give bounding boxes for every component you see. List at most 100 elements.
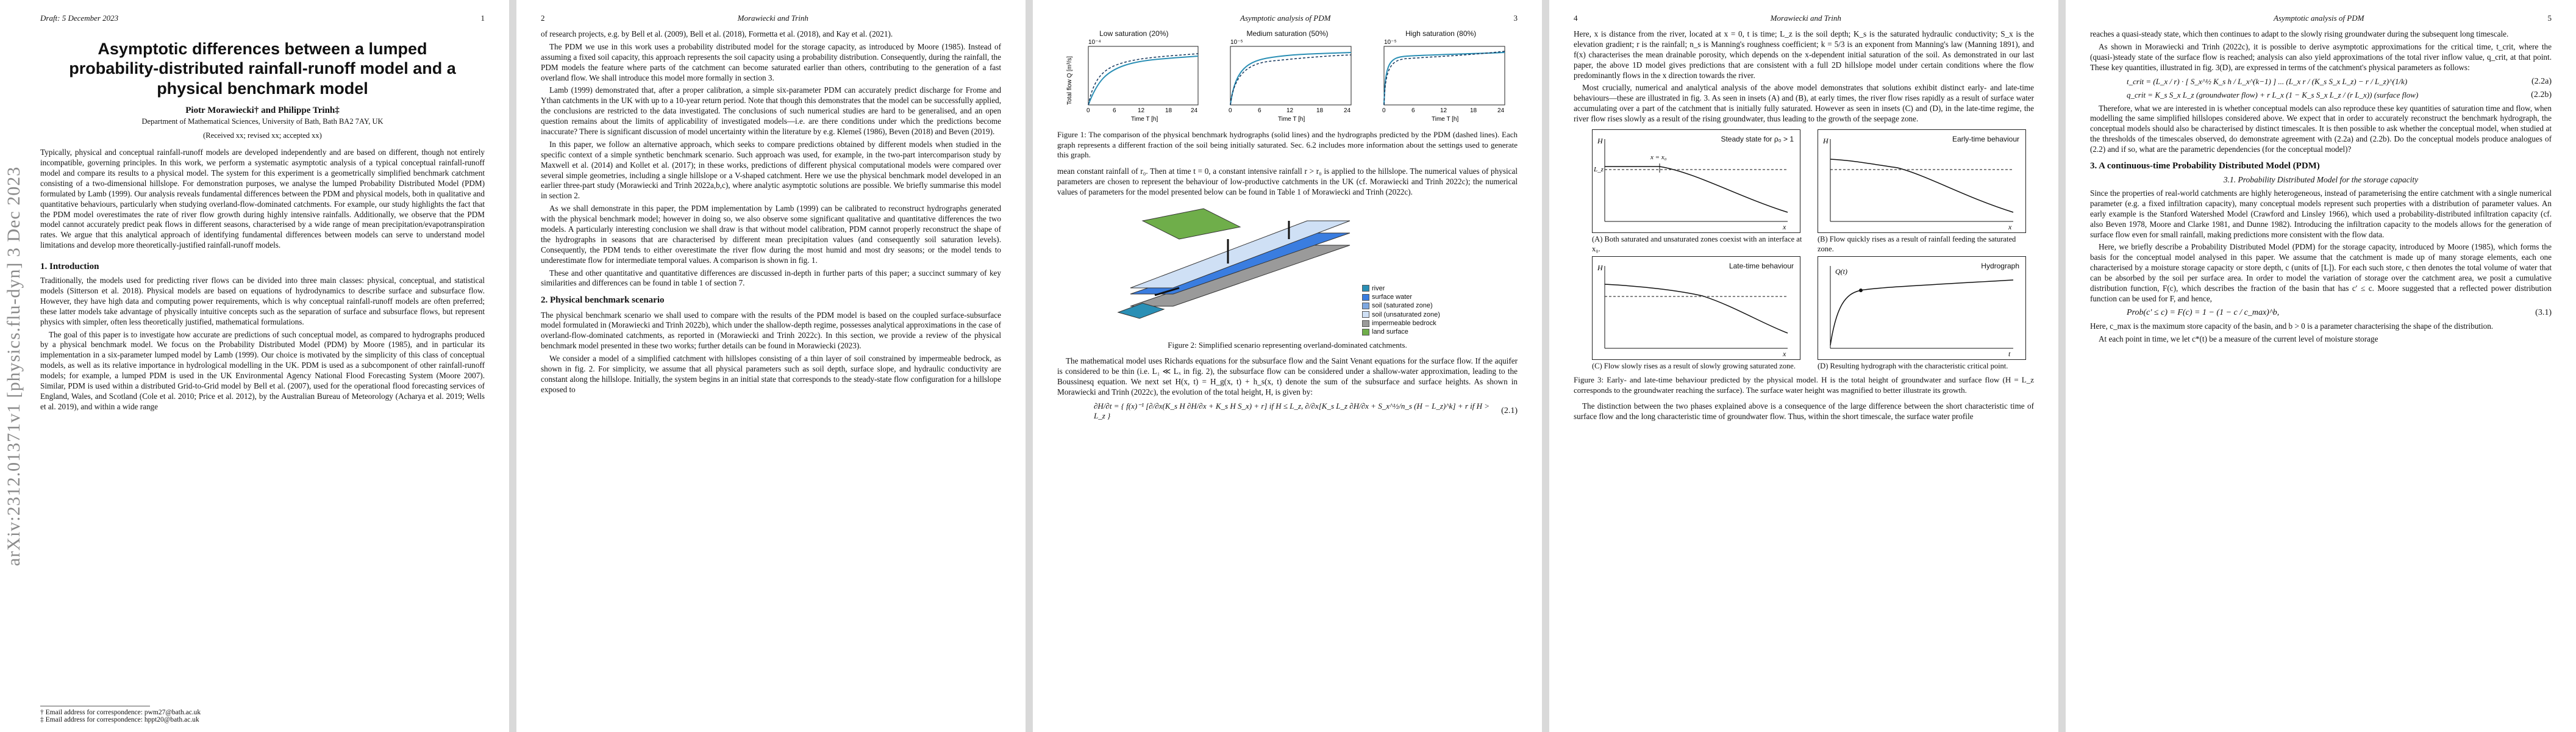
axis-label: L_z	[1593, 166, 1604, 173]
figure-3: Steady state for ρ₀ > 1 H x L_z x = x₀ (…	[1592, 129, 2034, 371]
paragraph: The physical benchmark scenario we shall…	[541, 310, 1001, 351]
equation-number: (2.2b)	[2531, 90, 2552, 99]
x-tick: 6	[1113, 107, 1116, 114]
page-number: 3	[1513, 13, 1518, 23]
x-tick: 12	[1440, 107, 1447, 114]
height-profile	[1830, 159, 2014, 213]
hydrograph-panel-medium: Medium saturation (50%) 10⁻⁵ 0 6 12 18 2…	[1217, 29, 1357, 126]
panel-caption: (C) Flow slowly rises as a result of slo…	[1592, 362, 1796, 371]
paragraph: Here, c_max is the maximum store capacit…	[2090, 321, 2494, 331]
figure-2: river surface water soil (saturated zone…	[1106, 203, 1518, 337]
figure-caption: Figure 1: The comparison of the physical…	[1057, 130, 1518, 160]
paragraph: Therefore, what we are interested in is …	[2090, 103, 2552, 154]
legend-entry: land surface	[1372, 328, 1408, 336]
x-tick: 12	[1138, 107, 1145, 114]
figure-2-legend: river surface water soil (saturated zone…	[1362, 284, 1440, 337]
equation: q_crit = K_s S_x L_z (groundwater flow) …	[2127, 90, 2552, 100]
panel-caption: (B) Flow quickly rises as a result of ra…	[1818, 235, 2016, 253]
equation-body: q_crit = K_s S_x L_z (groundwater flow) …	[2127, 90, 2419, 99]
running-head: Asymptotic analysis of PDM	[1240, 13, 1331, 23]
panel-title: Medium saturation (50%)	[1246, 29, 1329, 38]
x-tick: 18	[1470, 107, 1477, 114]
paragraph: The goal of this paper is to investigate…	[40, 329, 485, 411]
paragraph: Since the properties of real-world catch…	[2090, 188, 2552, 239]
plot-frame	[1230, 46, 1352, 106]
panel-caption: (A) Both saturated and unsaturated zones…	[1592, 235, 1802, 253]
abstract: Typically, physical and conceptual rainf…	[40, 148, 485, 250]
page-number: 2	[541, 13, 545, 23]
equation: t_crit = (L_x / r) · [ S_x^½ K_s h / L_x…	[2127, 77, 2552, 87]
equation-body: Prob(c′ ≤ c) = F(c) = 1 − (1 − c / c_max…	[2127, 307, 2280, 317]
running-head: Asymptotic analysis of PDM	[2274, 13, 2364, 23]
paragraph: of research projects, e.g. by Bell et al…	[541, 29, 893, 38]
panel-title: Steady state for ρ₀ > 1	[1721, 135, 1794, 144]
panel-d: Hydrograph Q(t) t (D) Resulting hydrogra…	[1818, 256, 2031, 371]
hydrograph-curve	[1830, 279, 2014, 346]
paragraph: In this paper, we follow an alternative …	[541, 139, 1001, 201]
equation: ∂H/∂t = { f(x)⁻¹ [∂/∂x(K_s H ∂H/∂x + K_s…	[1094, 401, 1518, 421]
hydrograph-plot: 10⁻⁴ Total flow Q [m³/s] 0 6 12 18 24 Ti…	[1066, 39, 1199, 123]
paragraph: As we shall demonstrate in this paper, t…	[541, 204, 1001, 265]
page-number: 5	[2547, 13, 2552, 23]
axis-label: H	[1597, 137, 1604, 145]
panel-title: Early-time behaviour	[1952, 135, 2019, 144]
land-surface	[1141, 208, 1241, 240]
river	[1117, 303, 1165, 319]
x-tick: 6	[1258, 107, 1261, 114]
page-4: 4 Morawiecki and Trinh Here, x is distan…	[1549, 0, 2058, 732]
page-number: 1	[480, 13, 485, 23]
equation-number: (3.1)	[2535, 307, 2552, 317]
affiliation: Department of Mathematical Sciences, Uni…	[141, 117, 384, 126]
paragraph: At each point in time, we let c*(t) be a…	[2099, 334, 2378, 343]
arxiv-identifier[interactable]: arXiv:2312.01371v1 [physics.flu-dyn] 3 D…	[4, 166, 24, 566]
page-3: Asymptotic analysis of PDM 3 Low saturat…	[1033, 0, 1542, 732]
paragraph: The distinction between the two phases e…	[1574, 401, 2034, 422]
figure-caption: Figure 2: Simplified scenario representi…	[1168, 340, 1407, 350]
panel-title: High saturation (80%)	[1405, 29, 1477, 38]
legend-entry: impermeable bedrock	[1372, 319, 1436, 327]
page-1: arXiv:2312.01371v1 [physics.flu-dyn] 3 D…	[0, 0, 509, 732]
equation-number: (2.1)	[1501, 406, 1518, 415]
running-head: Morawiecki and Trinh	[1770, 13, 1841, 23]
legend-entry: river	[1372, 284, 1385, 292]
height-profile	[1605, 166, 1788, 213]
height-profile	[1604, 284, 1788, 334]
flow-arrow	[1154, 287, 1180, 296]
panel-c: Late-time behaviour H x (C) Flow slowly …	[1592, 256, 1805, 371]
x-tick: 6	[1411, 107, 1415, 114]
page-header: Asymptotic analysis of PDM 5	[2090, 13, 2552, 23]
paragraph: Here, x is distance from the river, loca…	[1574, 29, 2034, 80]
x-tick: 0	[1086, 107, 1090, 114]
section-heading: 2. Physical benchmark scenario	[541, 295, 665, 306]
paragraph: These and other quantitative and quantit…	[541, 268, 1001, 288]
hillslope-diagram	[1117, 208, 1350, 319]
y-axis-label: Total flow Q [m³/s]	[1066, 56, 1073, 105]
figure-1: Low saturation (20%) 10⁻⁴ Total flow Q […	[1057, 29, 1518, 126]
footnotes: † Email address for correspondence: pwm2…	[40, 706, 201, 723]
x-tick: 24	[1497, 107, 1505, 114]
x-tick: 18	[1316, 107, 1324, 114]
x-axis-label: Time T [h]	[1432, 116, 1458, 123]
scale-label: 10⁻⁴	[1088, 39, 1101, 46]
paragraph: Traditionally, the models used for predi…	[40, 276, 485, 326]
footnote: ‡ Email address for correspondence: hppt…	[40, 716, 199, 723]
benchmark-curve	[1230, 52, 1352, 106]
paragraph: We consider a model of a simplified catc…	[541, 354, 1001, 394]
paper-title: Asymptotic differences between a lumped …	[69, 40, 456, 98]
page-header: Draft: 5 December 2023 1	[40, 13, 485, 23]
paragraph: The mathematical model uses Richards equ…	[1057, 356, 1518, 396]
received-line: (Received xx; revised xx; accepted xx)	[203, 131, 322, 140]
unsaturated-soil	[1130, 220, 1350, 289]
panel-title: Low saturation (20%)	[1099, 29, 1169, 38]
draft-date: Draft: 5 December 2023	[40, 13, 119, 23]
page-5: Asymptotic analysis of PDM 5 reaches a q…	[2066, 0, 2576, 732]
paragraph: Here, we briefly describe a Probability …	[2090, 242, 2552, 303]
figure-caption: Figure 3: Early- and late-time behaviour…	[1574, 375, 2034, 395]
legend-entry: surface water	[1372, 293, 1413, 301]
hydrograph-panel-high: High saturation (80%) 10⁻⁵ 0 6 12 18 24 …	[1371, 29, 1511, 126]
panel-b: Early-time behaviour H x (B) Flow quickl…	[1818, 129, 2031, 254]
hydrograph-plot: 10⁻⁵ 0 6 12 18 24 Time T [h]	[1382, 39, 1505, 123]
axis-label: Q(t)	[1835, 267, 1847, 276]
x-tick: 12	[1286, 107, 1294, 114]
page-2: 2 Morawiecki and Trinh of research proje…	[516, 0, 1026, 732]
